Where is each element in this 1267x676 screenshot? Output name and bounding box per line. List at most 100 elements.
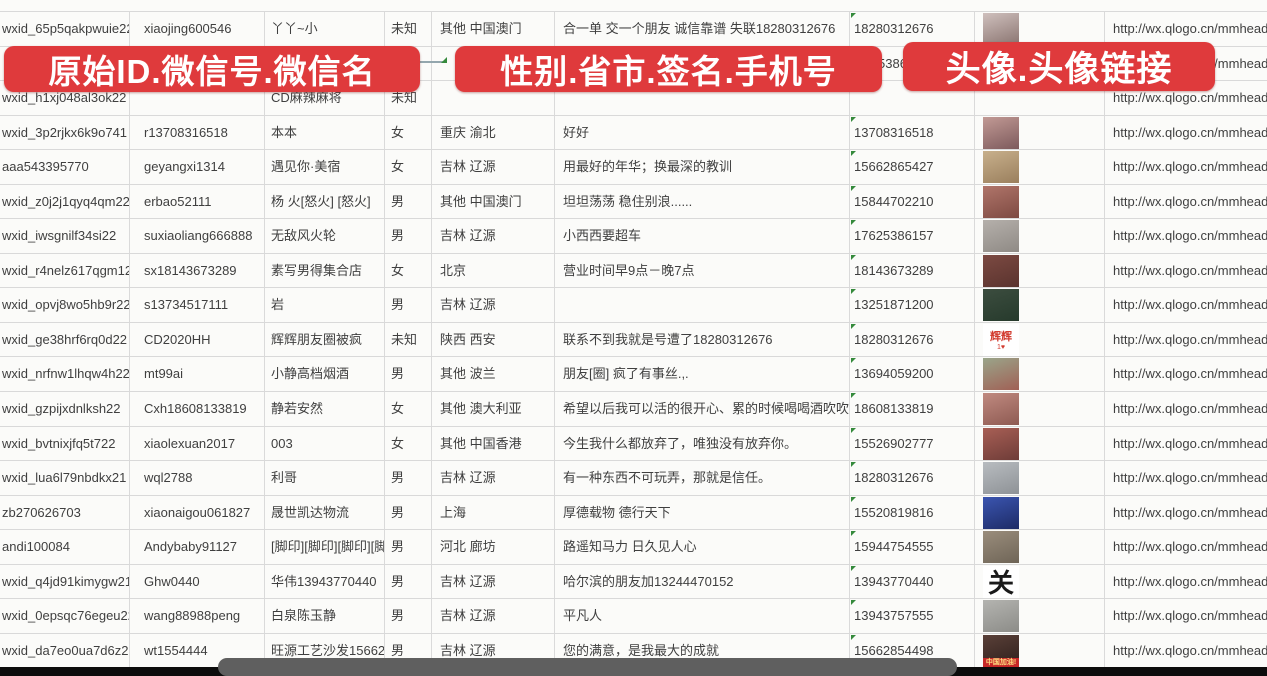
cell-avatar[interactable]	[975, 357, 1105, 392]
cell-wechat-name[interactable]: 旺源工艺沙发15662854	[265, 633, 385, 668]
cell-gender[interactable]	[385, 46, 432, 81]
cell-gender[interactable]: 未知	[385, 81, 432, 115]
cell-wechat-name[interactable]: 利哥	[265, 461, 385, 495]
cell-signature[interactable]: 希望以后我可以活的很开心、累的时候喝喝酒吹吹[	[555, 392, 850, 426]
cell-wechat-id[interactable]: wang88988peng	[130, 599, 265, 633]
cell-signature[interactable]	[555, 81, 850, 115]
cell-gender[interactable]: 男	[385, 357, 432, 392]
cell-phone[interactable]: 17625386157	[850, 219, 975, 253]
cell-wxid[interactable]: aaa543395770	[0, 150, 130, 184]
cell-signature[interactable]: 用最好的年华；换最深的教训	[555, 150, 850, 184]
cell-wechat-id[interactable]: Cxh18608133819	[130, 392, 265, 426]
cell-wxid[interactable]: wxid_nrfnw1lhqw4h22	[0, 357, 130, 392]
cell-signature[interactable]: 哈尔滨的朋友加13244470152	[555, 564, 850, 599]
cell-wechat-id[interactable]: suxiaoliang666888	[130, 219, 265, 253]
cell-avatar[interactable]	[975, 12, 1105, 46]
cell-gender[interactable]: 男	[385, 461, 432, 495]
cell-signature[interactable]: 合一单 交一个朋友 诚信靠谱 失联18280312676	[555, 12, 850, 46]
cell-avatar-url[interactable]: http://wx.qlogo.cn/mmhead	[1105, 496, 1267, 530]
avatar-image[interactable]	[983, 289, 1019, 322]
cell-gender[interactable]: 男	[385, 288, 432, 322]
cell-avatar[interactable]	[975, 495, 1105, 530]
cell-wechat-id[interactable]: Ghw0440	[130, 564, 265, 599]
avatar-image[interactable]: 辉辉 1♥	[983, 323, 1019, 356]
cell-region[interactable]: 吉林 辽源	[432, 150, 555, 184]
cell-avatar-url[interactable]: http://wx.qlogo.cn/mmhead	[1105, 530, 1267, 564]
cell-phone[interactable]: 18143673289	[850, 253, 975, 288]
cell-region[interactable]: 其他 中国澳门	[432, 184, 555, 219]
cell-wechat-id[interactable]: CD2020HH	[130, 322, 265, 357]
cell-phone[interactable]: 18608133819	[850, 392, 975, 426]
cell-wechat-name[interactable]: 遇见你·美宿	[265, 150, 385, 184]
cell-region[interactable]: 吉林 辽源	[432, 461, 555, 495]
cell-wechat-id[interactable]: sx18143673289	[130, 253, 265, 288]
cell-wxid[interactable]: wxid_q4jd91kimygw21	[0, 564, 130, 599]
cell-region[interactable]: 陕西 西安	[432, 322, 555, 357]
cell-phone[interactable]: 15944754555	[850, 530, 975, 564]
cell-wechat-name[interactable]: 素写男得集合店	[265, 253, 385, 288]
cell-gender[interactable]: 未知	[385, 12, 432, 46]
cell-wxid[interactable]: wxid_ge38hrf6rq0d22	[0, 322, 130, 357]
cell-gender[interactable]: 男	[385, 495, 432, 530]
cell-avatar[interactable]: 关	[975, 564, 1105, 599]
cell-gender[interactable]: 男	[385, 530, 432, 564]
cell-wechat-name[interactable]: 无敌风火轮	[265, 219, 385, 253]
cell-gender[interactable]: 女	[385, 426, 432, 461]
avatar-image[interactable]	[983, 220, 1019, 253]
cell-avatar-url[interactable]: http://wx.qlogo.cn/mmhead	[1105, 254, 1267, 288]
cell-avatar[interactable]: 辉辉 1♥	[975, 322, 1105, 357]
cell-wechat-id[interactable]: mt99ai	[130, 357, 265, 392]
cell-wechat-id[interactable]: wt1554444	[130, 633, 265, 668]
cell-region[interactable]: 其他 中国澳门	[432, 12, 555, 46]
cell-wxid[interactable]: wxid_65p5qakpwuie22	[0, 12, 130, 46]
cell-avatar-url[interactable]: http://wx.qlogo.cn/mmhead	[1105, 634, 1267, 668]
cell-signature[interactable]: 营业时间早9点－晚7点	[555, 253, 850, 288]
cell-signature[interactable]: 好好	[555, 115, 850, 150]
cell-phone[interactable]: 18280312676	[850, 322, 975, 357]
cell-avatar[interactable]	[975, 184, 1105, 219]
cell-avatar-url[interactable]: http://wx.qlogo.cn/mmhead	[1105, 357, 1267, 391]
cell-phone[interactable]: 13694059200	[850, 357, 975, 392]
cell-phone[interactable]: 13943757555	[850, 599, 975, 633]
cell-wechat-name[interactable]: 003	[265, 426, 385, 461]
cell-wxid[interactable]: wxid_bvtnixjfq5t722	[0, 426, 130, 461]
cell-signature[interactable]: 厚德载物 德行天下	[555, 495, 850, 530]
cell-signature[interactable]: 路遥知马力 日久见人心	[555, 530, 850, 564]
cell-region[interactable]: 吉林 辽源	[432, 288, 555, 322]
cell-gender[interactable]: 女	[385, 115, 432, 150]
cell-region[interactable]: 其他 波兰	[432, 357, 555, 392]
cell-signature[interactable]: 平凡人	[555, 599, 850, 633]
cell-region[interactable]: 吉林 辽源	[432, 599, 555, 633]
cell-phone[interactable]	[850, 81, 975, 115]
cell-avatar-url[interactable]: http://wx.qlogo.cn/mmhead	[1105, 12, 1267, 46]
cell-signature[interactable]	[555, 288, 850, 322]
cell-wechat-id[interactable]: erbao52111	[130, 184, 265, 219]
cell-region[interactable]: 北京	[432, 253, 555, 288]
avatar-image[interactable]	[983, 496, 1019, 529]
cell-avatar-url[interactable]: http://wx.qlogo.cn/mmhead	[1105, 392, 1267, 426]
cell-wxid[interactable]: wxid_gzpijxdnlksh22	[0, 392, 130, 426]
cell-avatar[interactable]	[975, 426, 1105, 461]
cell-gender[interactable]: 女	[385, 253, 432, 288]
cell-wechat-id[interactable]: xiaonaigou061827	[130, 495, 265, 530]
avatar-image[interactable]	[983, 185, 1019, 218]
cell-wechat-name[interactable]: CD麻辣麻将	[265, 81, 385, 115]
cell-phone[interactable]: 18280312676	[850, 12, 975, 46]
cell-avatar[interactable]	[975, 219, 1105, 253]
cell-phone[interactable]: 15844702210	[850, 184, 975, 219]
cell-phone[interactable]: 15662865427	[850, 150, 975, 184]
cell-wxid[interactable]: andi100084	[0, 530, 130, 564]
cell-wechat-id[interactable]: r13708316518	[130, 115, 265, 150]
cell-wechat-name[interactable]: 白泉陈玉静	[265, 599, 385, 633]
cell-avatar-url[interactable]: http://wx.qlogo.cn/mmhead	[1105, 116, 1267, 150]
cell-region[interactable]: 上海	[432, 495, 555, 530]
cell-gender[interactable]: 男	[385, 184, 432, 219]
cell-gender[interactable]: 未知	[385, 322, 432, 357]
cell-wxid[interactable]: wxid_z0j2j1qyq4qm22	[0, 184, 130, 219]
cell-wechat-id[interactable]: geyangxi1314	[130, 150, 265, 184]
cell-signature[interactable]: 有一种东西不可玩弄，那就是信任。	[555, 461, 850, 495]
cell-avatar-url[interactable]: http://wx.qlogo.cn/mmhead	[1105, 461, 1267, 495]
cell-wxid[interactable]: wxid_0epsqc76egeu22	[0, 599, 130, 633]
avatar-image[interactable]	[983, 462, 1019, 495]
cell-phone[interactable]: 13943770440	[850, 564, 975, 599]
